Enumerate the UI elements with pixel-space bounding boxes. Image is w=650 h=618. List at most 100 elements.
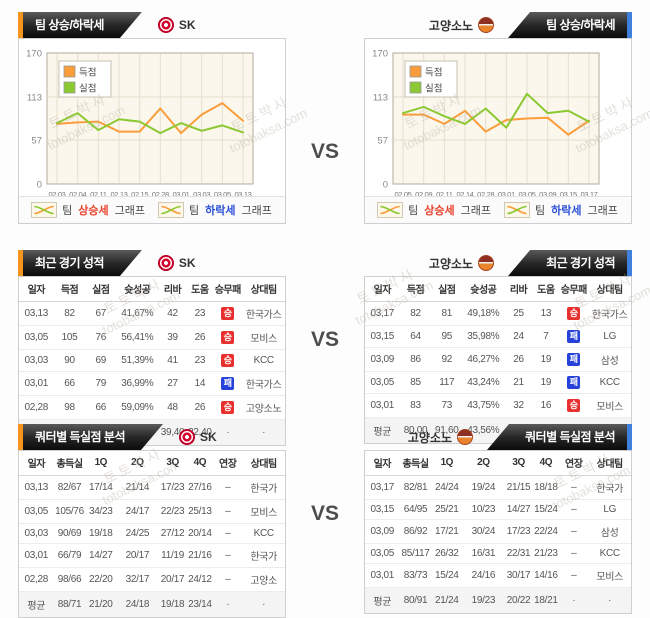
- table-cell: 7: [532, 325, 560, 348]
- table-cell: 36,99%: [116, 371, 159, 396]
- table-cell: 25/13: [186, 499, 214, 524]
- table-cell: 21/20: [85, 591, 117, 617]
- x-tick-label: 03,17: [580, 190, 597, 196]
- table-cell: 모비스: [588, 393, 631, 418]
- table-cell: 15/24: [431, 563, 463, 588]
- table-cell: 19: [532, 371, 560, 394]
- legend-label-allowed: 실점: [79, 83, 96, 95]
- recent-section: 최근 경기 성적 SK 일자 득점 실점 슛성공 리바 도움 승무패 상대팀 03,13 82 67…: [0, 250, 650, 446]
- table-cell: 23/14: [186, 591, 214, 617]
- column-header: 총득실: [53, 451, 86, 476]
- section-tab: 최근 경기 성적: [18, 250, 142, 276]
- table-cell: 03,05: [365, 543, 400, 564]
- table-cell: 22/24: [532, 519, 560, 544]
- quarter-table-left: 일자 총득실 1Q 2Q 3Q 4Q 연장 상대팀 03,13 82/67 17/14 21/14 17…: [19, 451, 285, 617]
- vs-label: VS: [310, 140, 339, 163]
- table-cell: –: [559, 475, 589, 500]
- column-header: 일자: [365, 277, 400, 302]
- table-row: 03,05 85/117 26/32 16/31 22/31 21/23– KCC: [365, 543, 631, 564]
- table-cell: 15/24: [532, 499, 560, 520]
- table-cell: 03,13: [19, 475, 54, 500]
- column-header: 승무패: [559, 277, 589, 302]
- team-left: SK: [179, 424, 217, 450]
- table-cell: 03,13: [19, 301, 54, 326]
- section-tab: 팀 상승/하락세: [508, 12, 632, 38]
- table-cell: 03,01: [19, 543, 54, 568]
- table-row: 03,05 105 76 56,41% 39 26 승 모비스: [19, 325, 285, 350]
- table-row: 03,03 90 69 51,39% 41 23 승 KCC: [19, 349, 285, 372]
- table-cell: 승: [213, 349, 243, 372]
- table-cell: 76: [85, 325, 117, 350]
- section-tab: 팀 상승/하락세: [18, 12, 142, 38]
- accent-bar: [18, 424, 23, 450]
- table-cell: 20/14: [186, 523, 214, 544]
- legend-up-word: 상승세: [424, 205, 455, 217]
- table-cell: 평균: [365, 417, 400, 443]
- trend-legend-row: 팀 상승세 그래프 팀 하락세 그래프: [365, 196, 631, 223]
- table-body: 03,13 82 67 41,67% 42 23 승 한국가스 03,05 105 76 56,41%…: [19, 301, 285, 445]
- table-cell: ·: [213, 591, 243, 617]
- trend-section: 팀 상승/하락세 SK 0 57 113 170 02,03 02,04 02,11 02,1…: [0, 12, 650, 230]
- table-cell: 66/79: [53, 543, 86, 568]
- trend-panel-right: 고양소노 팀 상승/하락세 0 57 113 170 02,05 02,09 02,11 02…: [364, 12, 632, 224]
- table-cell: 17/14: [85, 475, 117, 500]
- column-header: 상대팀: [242, 277, 285, 302]
- table-cell: 86/92: [399, 519, 432, 544]
- loss-badge: 패: [221, 377, 235, 390]
- table-cell: 14/16: [532, 563, 560, 588]
- section-tab-label: 최근 경기 성적: [546, 256, 615, 270]
- table-cell: 19/18: [158, 591, 187, 617]
- table-cell: 82/67: [53, 475, 86, 500]
- loss-badge: 패: [567, 376, 581, 389]
- win-badge: 승: [221, 354, 235, 367]
- sono-logo-icon: [478, 255, 495, 271]
- table-cell: 59,09%: [116, 395, 159, 420]
- table-cell: 66: [85, 395, 117, 420]
- table-cell: 17/23: [504, 519, 533, 544]
- table-cell: –: [213, 499, 243, 524]
- allowed-line: [402, 92, 590, 129]
- trend-header-right: 고양소노 팀 상승/하락세: [364, 12, 632, 38]
- table-cell: 03,01: [365, 393, 400, 418]
- column-header: 상대팀: [242, 451, 285, 476]
- sk-logo-icon: [157, 255, 174, 271]
- team-left: SK: [157, 250, 196, 276]
- table-cell: 24/18: [116, 591, 159, 617]
- table-cell: 승: [213, 395, 243, 420]
- table-cell: 21/24: [431, 587, 463, 613]
- table-cell: 24/17: [116, 499, 159, 524]
- table-cell: 64/95: [399, 499, 432, 520]
- table-cell: 19/23: [462, 587, 505, 613]
- table-cell: 한국가: [242, 475, 285, 500]
- table-cell: 10/23: [462, 499, 505, 520]
- table-cell: 95: [431, 325, 463, 348]
- table-cell: –: [559, 543, 589, 564]
- table-cell: 16/31: [462, 543, 505, 564]
- column-header: 1Q: [85, 451, 117, 476]
- table-cell: –: [559, 563, 589, 588]
- table-cell: 35,98%: [462, 325, 505, 348]
- x-tick-label: 02,15: [131, 190, 148, 196]
- column-header: 총득실: [399, 451, 432, 476]
- section-tab-label: 팀 상승/하락세: [546, 18, 615, 32]
- table-cell: 80,00: [399, 417, 432, 443]
- table-cell: 평균: [365, 587, 400, 613]
- column-header: 득점: [53, 277, 86, 302]
- win-badge: 승: [221, 401, 235, 414]
- cross-graph-icon: [158, 202, 185, 218]
- table-cell: 32: [504, 393, 533, 418]
- table-row: 03,13 82/67 17/14 21/14 17/23 27/16– 한국가: [19, 475, 285, 500]
- table-cell: KCC: [588, 543, 631, 564]
- table-row: 03,17 82/81 24/24 19/24 21/15 18/18– 한국가: [365, 475, 631, 500]
- table-head: 일자 총득실 1Q 2Q 3Q 4Q 연장 상대팀: [365, 451, 631, 476]
- table-row: 03,17 82 81 49,18% 25 13 승 한국가스: [365, 301, 631, 326]
- table-row: 03,15 64 95 35,98% 24 7 패 LG: [365, 325, 631, 348]
- table-cell: LG: [588, 325, 631, 348]
- table-body: 03,13 82/67 17/14 21/14 17/23 27/16– 한국가 03,05 1…: [19, 475, 285, 617]
- table-cell: 03,01: [19, 371, 54, 396]
- x-tick-label: 03,15: [560, 190, 577, 196]
- sono-logo-icon: [457, 429, 473, 445]
- table-row: 03,01 83 73 43,75% 32 16 승 모비스: [365, 393, 631, 418]
- trend-panel-left: 팀 상승/하락세 SK 0 57 113 170 02,03 02,04 02,11 02,1…: [18, 12, 286, 224]
